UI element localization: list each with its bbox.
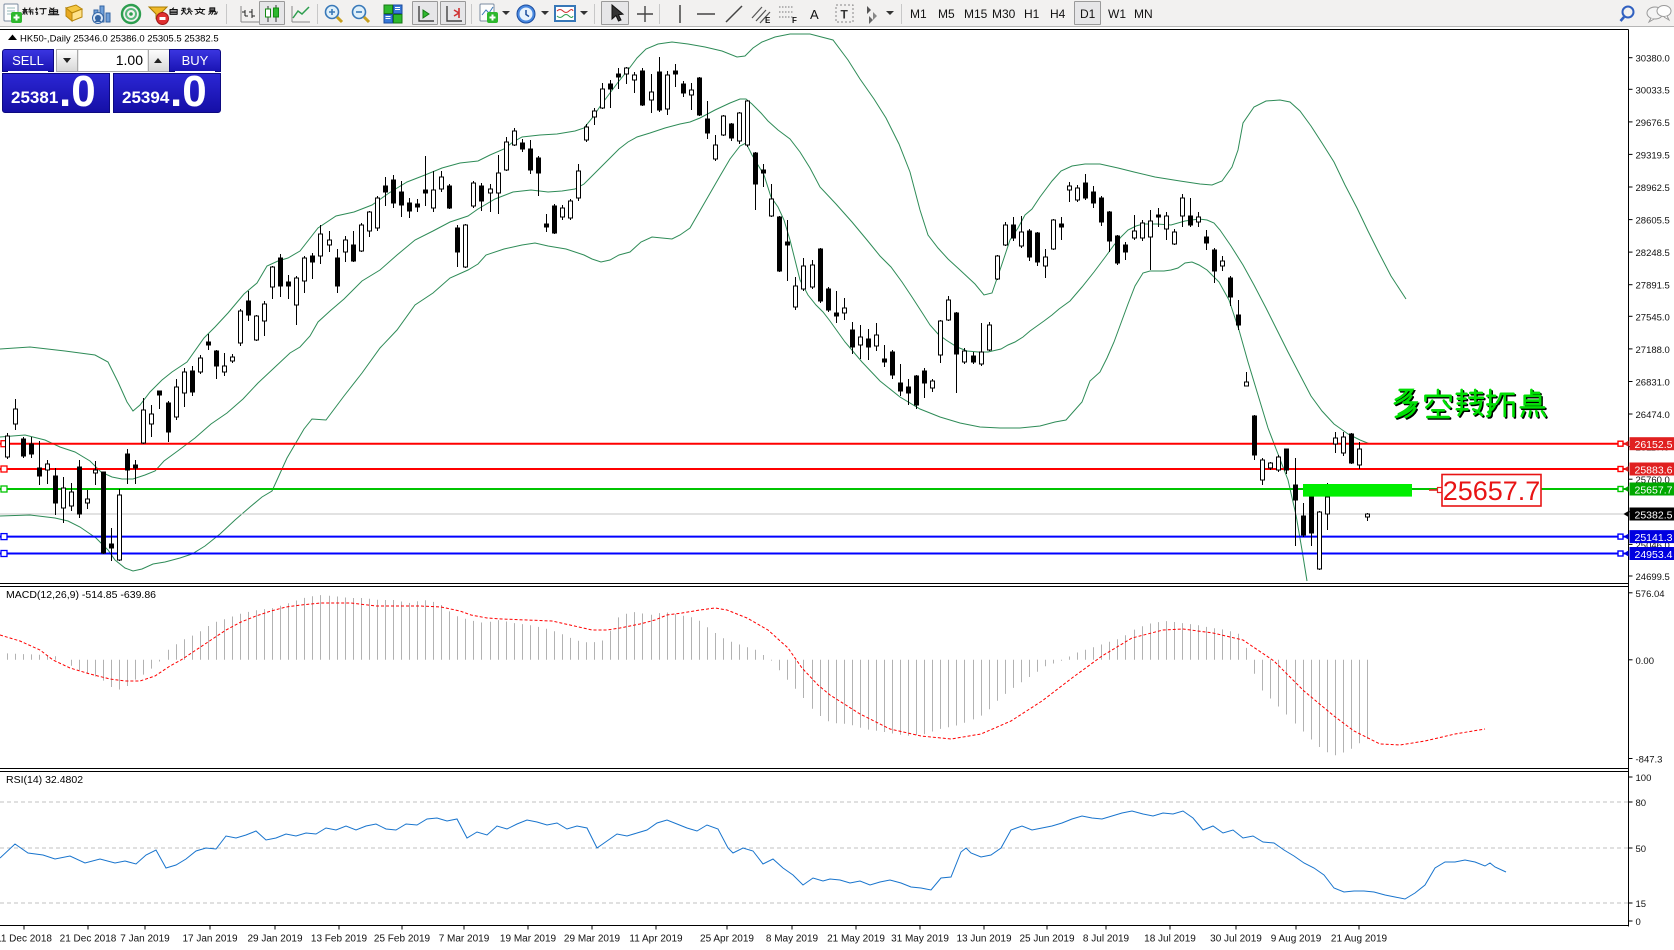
svg-text:11 Dec 2018: 11 Dec 2018 — [0, 934, 52, 945]
svg-text:7 Jan 2019: 7 Jan 2019 — [120, 934, 170, 945]
svg-text:26474.0: 26474.0 — [1636, 410, 1670, 421]
svg-text:8 May 2019: 8 May 2019 — [766, 934, 819, 945]
svg-text:21 May 2019: 21 May 2019 — [827, 934, 885, 945]
svg-text:26152.5: 26152.5 — [1635, 439, 1673, 451]
svg-text:28962.5: 28962.5 — [1636, 183, 1670, 194]
svg-text:F: F — [792, 16, 797, 25]
svg-text:15: 15 — [1636, 899, 1647, 910]
svg-text:27545.0: 27545.0 — [1636, 312, 1670, 323]
svg-text:17 Jan 2019: 17 Jan 2019 — [182, 934, 237, 945]
svg-text:29319.5: 29319.5 — [1636, 150, 1670, 161]
svg-text:21 Aug 2019: 21 Aug 2019 — [1331, 934, 1388, 945]
svg-text:25657.7: 25657.7 — [1443, 476, 1541, 506]
svg-text:31 May 2019: 31 May 2019 — [891, 934, 949, 945]
svg-text:0.00: 0.00 — [1636, 656, 1655, 667]
svg-text:25760.0: 25760.0 — [1636, 475, 1670, 486]
svg-text:T: T — [841, 8, 849, 22]
svg-text:50: 50 — [1636, 844, 1647, 855]
svg-text:27891.5: 27891.5 — [1636, 281, 1670, 292]
svg-text:8 Jul 2019: 8 Jul 2019 — [1083, 934, 1130, 945]
svg-text:24699.5: 24699.5 — [1636, 572, 1670, 583]
svg-text:E: E — [765, 16, 771, 25]
svg-text:26831.0: 26831.0 — [1636, 378, 1670, 389]
svg-text:27188.0: 27188.0 — [1636, 345, 1670, 356]
svg-text:13 Feb 2019: 13 Feb 2019 — [311, 934, 368, 945]
svg-text:576.04: 576.04 — [1636, 589, 1665, 600]
svg-text:13 Jun 2019: 13 Jun 2019 — [956, 934, 1011, 945]
svg-text:24953.4: 24953.4 — [1635, 549, 1673, 561]
svg-text:28605.5: 28605.5 — [1636, 216, 1670, 227]
svg-text:25 Apr 2019: 25 Apr 2019 — [700, 934, 754, 945]
svg-text:19 Mar 2019: 19 Mar 2019 — [500, 934, 557, 945]
svg-text:100: 100 — [1636, 773, 1652, 784]
svg-text:HK50-,Daily 25346.0 25386.0 2: HK50-,Daily 25346.0 25386.0 25305.5 2538… — [20, 34, 219, 45]
svg-text:28248.5: 28248.5 — [1636, 248, 1670, 259]
svg-text:30380.0: 30380.0 — [1636, 54, 1670, 65]
svg-text:25 Feb 2019: 25 Feb 2019 — [374, 934, 431, 945]
svg-text:0: 0 — [1636, 917, 1641, 928]
svg-text:80: 80 — [1636, 798, 1647, 809]
svg-text:25657.7: 25657.7 — [1635, 485, 1673, 497]
svg-text:9 Aug 2019: 9 Aug 2019 — [1271, 934, 1322, 945]
svg-text:25141.3: 25141.3 — [1635, 532, 1673, 544]
svg-text:25382.5: 25382.5 — [1635, 510, 1673, 522]
svg-text:29 Mar 2019: 29 Mar 2019 — [564, 934, 621, 945]
svg-text:7 Mar 2019: 7 Mar 2019 — [439, 934, 490, 945]
svg-text:25046.0: 25046.0 — [1636, 540, 1670, 551]
svg-text:30 Jul 2019: 30 Jul 2019 — [1210, 934, 1262, 945]
svg-text:25 Jun 2019: 25 Jun 2019 — [1019, 934, 1074, 945]
svg-text:25883.6: 25883.6 — [1635, 465, 1673, 477]
svg-text:-847.3: -847.3 — [1636, 755, 1663, 766]
svg-text:29 Jan 2019: 29 Jan 2019 — [247, 934, 302, 945]
svg-text:18 Jul 2019: 18 Jul 2019 — [1144, 934, 1196, 945]
svg-text:RSI(14) 32.4802: RSI(14) 32.4802 — [6, 774, 83, 786]
svg-text:30033.5: 30033.5 — [1636, 85, 1670, 96]
svg-text:21 Dec 2018: 21 Dec 2018 — [60, 934, 117, 945]
svg-text:11 Apr 2019: 11 Apr 2019 — [629, 934, 683, 945]
svg-text:29676.5: 29676.5 — [1636, 118, 1670, 129]
svg-text:MACD(12,26,9) -514.85 -639.86: MACD(12,26,9) -514.85 -639.86 — [6, 589, 156, 601]
